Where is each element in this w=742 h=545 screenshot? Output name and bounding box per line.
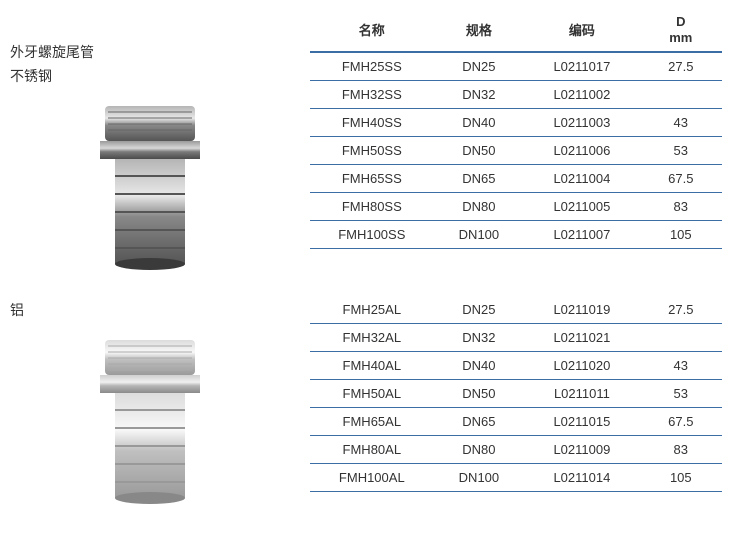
- cell-code: L0211019: [524, 296, 639, 324]
- cell-d: 27.5: [640, 52, 722, 81]
- cell-name: FMH80SS: [310, 193, 434, 221]
- cell-code: L0211004: [524, 165, 639, 193]
- table-row: FMH100AL DN100 L0211014 105: [310, 464, 722, 492]
- product-image-aluminum: [60, 330, 240, 510]
- table-header-row: 名称 规格 编码 D mm: [310, 10, 722, 52]
- cell-d: [640, 81, 722, 109]
- cell-name: FMH80AL: [310, 436, 434, 464]
- cell-name: FMH32SS: [310, 81, 434, 109]
- table-row: FMH32SS DN32 L0211002: [310, 81, 722, 109]
- cell-code: L0211006: [524, 137, 639, 165]
- cell-spec: DN80: [434, 436, 525, 464]
- section1-left: 外牙螺旋尾管 不锈钢: [10, 10, 310, 276]
- material-label: 铝: [10, 300, 310, 320]
- cell-d: 105: [640, 221, 722, 249]
- section2-left: 铝: [10, 296, 310, 510]
- cell-name: FMH25SS: [310, 52, 434, 81]
- fitting-steel-icon: [60, 96, 240, 276]
- table-row: FMH25SS DN25 L0211017 27.5: [310, 52, 722, 81]
- cell-spec: DN25: [434, 52, 525, 81]
- cell-spec: DN50: [434, 137, 525, 165]
- cell-d: 83: [640, 193, 722, 221]
- cell-d: 27.5: [640, 296, 722, 324]
- cell-code: L0211011: [524, 380, 639, 408]
- cell-spec: DN50: [434, 380, 525, 408]
- cell-d: 43: [640, 352, 722, 380]
- cell-spec: DN32: [434, 81, 525, 109]
- section-stainless: 外牙螺旋尾管 不锈钢: [10, 10, 722, 276]
- header-code: 编码: [524, 10, 639, 52]
- cell-d: [640, 324, 722, 352]
- cell-d: 53: [640, 380, 722, 408]
- cell-spec: DN65: [434, 408, 525, 436]
- cell-code: L0211017: [524, 52, 639, 81]
- cell-name: FMH100SS: [310, 221, 434, 249]
- table-row: FMH80AL DN80 L0211009 83: [310, 436, 722, 464]
- cell-code: L0211015: [524, 408, 639, 436]
- cell-spec: DN32: [434, 324, 525, 352]
- header-name: 名称: [310, 10, 434, 52]
- cell-name: FMH40SS: [310, 109, 434, 137]
- cell-name: FMH65AL: [310, 408, 434, 436]
- cell-name: FMH65SS: [310, 165, 434, 193]
- table-row: FMH40SS DN40 L0211003 43: [310, 109, 722, 137]
- table-stainless-body: FMH25SS DN25 L0211017 27.5 FMH32SS DN32 …: [310, 52, 722, 249]
- cell-code: L0211014: [524, 464, 639, 492]
- table-row: FMH65SS DN65 L0211004 67.5: [310, 165, 722, 193]
- cell-code: L0211021: [524, 324, 639, 352]
- cell-name: FMH40AL: [310, 352, 434, 380]
- cell-spec: DN80: [434, 193, 525, 221]
- cell-spec: DN100: [434, 221, 525, 249]
- cell-spec: DN25: [434, 296, 525, 324]
- cell-code: L0211007: [524, 221, 639, 249]
- cell-d: 105: [640, 464, 722, 492]
- page: 外牙螺旋尾管 不锈钢: [0, 0, 742, 540]
- cell-name: FMH100AL: [310, 464, 434, 492]
- cell-code: L0211003: [524, 109, 639, 137]
- header-spec: 规格: [434, 10, 525, 52]
- cell-name: FMH50SS: [310, 137, 434, 165]
- table-aluminum-body: FMH25AL DN25 L0211019 27.5 FMH32AL DN32 …: [310, 296, 722, 492]
- cell-spec: DN100: [434, 464, 525, 492]
- cell-d: 67.5: [640, 408, 722, 436]
- header-d-unit: mm: [669, 30, 692, 45]
- cell-d: 53: [640, 137, 722, 165]
- table-stainless: 名称 规格 编码 D mm FMH25SS DN25 L0211017: [310, 10, 722, 249]
- section1-right: 名称 规格 编码 D mm FMH25SS DN25 L0211017: [310, 10, 722, 276]
- table-row: FMH40AL DN40 L0211020 43: [310, 352, 722, 380]
- cell-code: L0211020: [524, 352, 639, 380]
- section-aluminum: 铝: [10, 296, 722, 510]
- product-title: 外牙螺旋尾管: [10, 42, 310, 62]
- cell-code: L0211005: [524, 193, 639, 221]
- fitting-aluminum-icon: [60, 330, 240, 510]
- cell-d: 43: [640, 109, 722, 137]
- cell-code: L0211002: [524, 81, 639, 109]
- table-row: FMH25AL DN25 L0211019 27.5: [310, 296, 722, 324]
- table-row: FMH50AL DN50 L0211011 53: [310, 380, 722, 408]
- cell-name: FMH32AL: [310, 324, 434, 352]
- cell-name: FMH50AL: [310, 380, 434, 408]
- cell-spec: DN40: [434, 109, 525, 137]
- section2-right: FMH25AL DN25 L0211019 27.5 FMH32AL DN32 …: [310, 296, 722, 510]
- table-row: FMH65AL DN65 L0211015 67.5: [310, 408, 722, 436]
- table-row: FMH32AL DN32 L0211021: [310, 324, 722, 352]
- table-row: FMH80SS DN80 L0211005 83: [310, 193, 722, 221]
- cell-d: 67.5: [640, 165, 722, 193]
- header-d: D mm: [640, 10, 722, 52]
- cell-name: FMH25AL: [310, 296, 434, 324]
- cell-d: 83: [640, 436, 722, 464]
- cell-code: L0211009: [524, 436, 639, 464]
- material-label: 不锈钢: [10, 66, 310, 86]
- header-d-label: D: [676, 14, 685, 29]
- cell-spec: DN40: [434, 352, 525, 380]
- table-row: FMH50SS DN50 L0211006 53: [310, 137, 722, 165]
- product-image-steel: [60, 96, 240, 276]
- table-row: FMH100SS DN100 L0211007 105: [310, 221, 722, 249]
- cell-spec: DN65: [434, 165, 525, 193]
- table-aluminum: FMH25AL DN25 L0211019 27.5 FMH32AL DN32 …: [310, 296, 722, 492]
